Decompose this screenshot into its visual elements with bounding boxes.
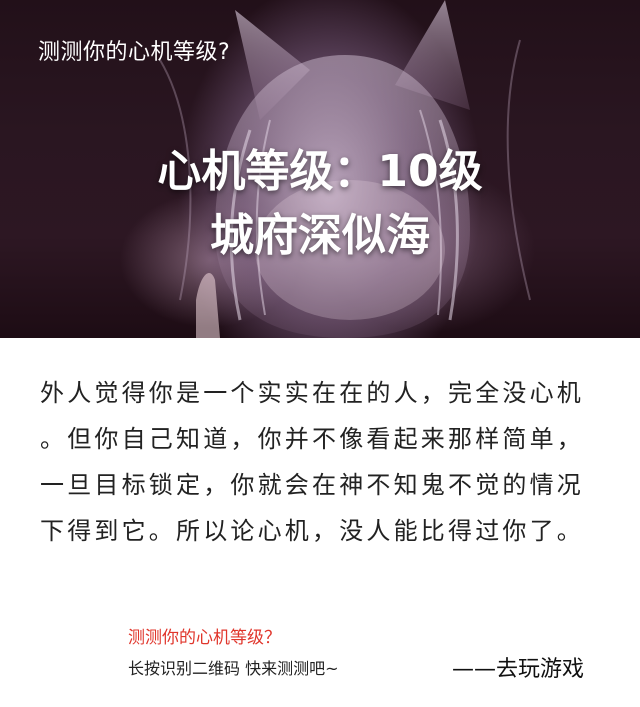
description-line: 。但你自己知道，你并不像看起来那样简单，: [40, 425, 584, 453]
result-description: 外人觉得你是一个实实在在的人，完全没心机 。但你自己知道，你并不像看起来那样简单…: [40, 370, 605, 554]
description-line: 外人觉得你是一个实实在在的人，完全没心机: [40, 379, 584, 407]
hero-banner: 测测你的心机等级? 心机等级：10级 城府深似海: [0, 0, 640, 338]
description-line: 下得到它。所以论心机，没人能比得过你了。: [40, 517, 584, 545]
hero-small-title: 测测你的心机等级?: [38, 40, 231, 65]
result-level-title: 心机等级：10级: [157, 146, 483, 197]
footer-instruction: 长按识别二维码 快来测测吧~: [128, 659, 339, 678]
description-line: 一旦目标锁定，你就会在神不知鬼不觉的情况: [40, 471, 584, 499]
play-game-link[interactable]: ——去玩游戏: [452, 657, 585, 682]
result-subtitle: 城府深似海: [210, 210, 430, 261]
character-illustration: [159, 0, 531, 338]
footer-question: 测测你的心机等级？: [128, 628, 281, 648]
